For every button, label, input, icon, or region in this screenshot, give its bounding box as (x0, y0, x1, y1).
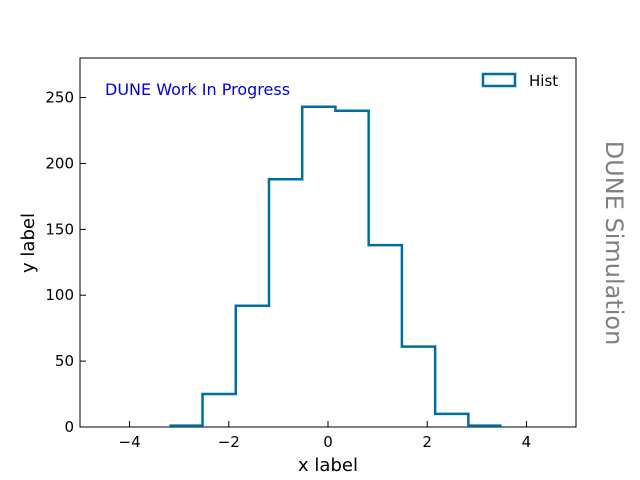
x-axis-label: x label (298, 455, 358, 476)
legend-swatch (481, 72, 517, 88)
y-tick-label: 250 (45, 89, 74, 107)
legend-label: Hist (529, 72, 558, 90)
x-tick-label: 0 (323, 433, 333, 451)
x-tick-label: −4 (119, 433, 141, 451)
y-tick-label: 50 (55, 352, 74, 370)
dune-simulation-label: DUNE Simulation (600, 141, 628, 346)
axis-ticks: −4 −2 0 2 4 0 50 100 150 200 250 (45, 89, 531, 451)
legend: Hist (481, 72, 558, 90)
y-tick-label: 150 (45, 220, 74, 238)
plot-frame (79, 57, 577, 428)
x-tick-label: 4 (522, 433, 532, 451)
x-tick-label: −2 (218, 433, 240, 451)
work-in-progress-annotation: DUNE Work In Progress (105, 80, 290, 99)
x-tick-label: 2 (422, 433, 432, 451)
y-tick-label: 200 (45, 154, 74, 172)
histogram-step-line (169, 105, 502, 427)
y-axis-label: y label (18, 213, 39, 273)
y-tick-label: 0 (64, 418, 74, 436)
y-tick-label: 100 (45, 286, 74, 304)
